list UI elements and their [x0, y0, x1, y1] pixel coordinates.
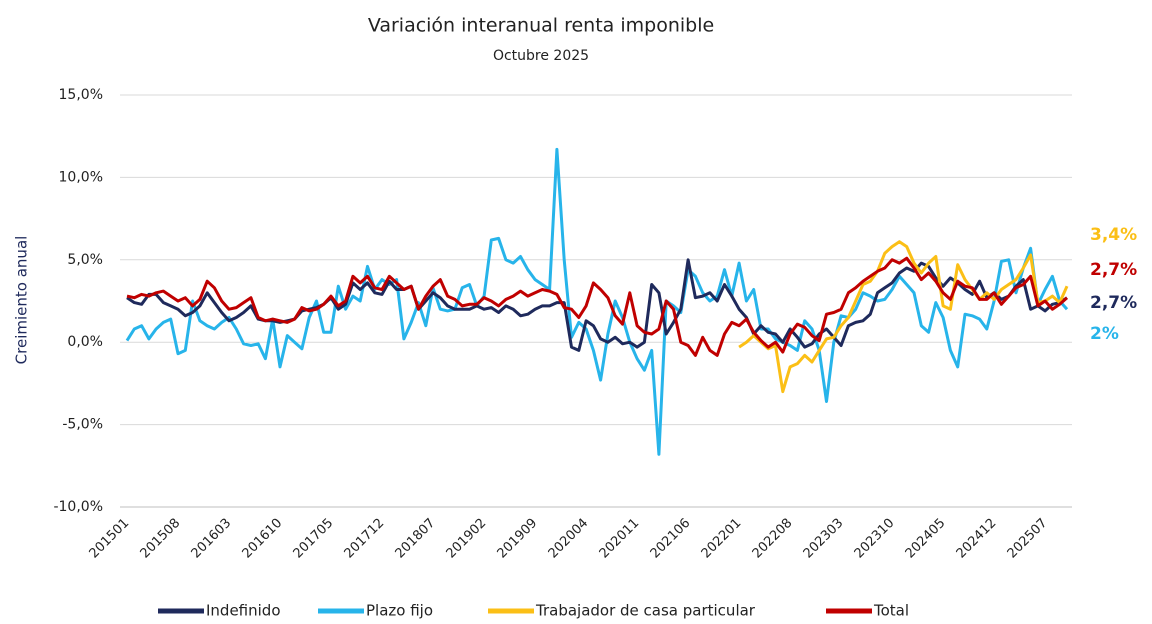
end-value-label: 2,7%	[1090, 260, 1137, 280]
x-tick-label: 201610	[240, 516, 286, 562]
series-line	[126, 256, 1069, 357]
x-tick-label: 202310	[852, 516, 898, 562]
legend-label: Total	[873, 602, 909, 620]
x-tick-label: 201712	[342, 516, 388, 562]
x-tick-label: 201705	[291, 516, 337, 562]
chart-subtitle: Octubre 2025	[493, 48, 589, 64]
end-value-label: 3,4%	[1090, 225, 1137, 245]
x-tick-label: 202106	[648, 516, 694, 562]
legend-label: Trabajador de casa particular	[535, 602, 756, 620]
x-tick-label: 202011	[597, 516, 643, 562]
x-tick-label: 202201	[699, 516, 745, 562]
x-tick-label: 201508	[138, 516, 184, 562]
x-tick-label: 202303	[801, 516, 847, 562]
x-tick-label: 201501	[87, 516, 133, 562]
x-tick-label: 202507	[1005, 516, 1051, 562]
y-tick-label: -5,0%	[62, 417, 103, 433]
x-tick-label: 202412	[954, 516, 1000, 562]
x-tick-label: 201902	[444, 516, 490, 562]
chart-title: Variación interanual renta imponible	[368, 15, 714, 37]
y-axis-title: Creimiento anual	[13, 236, 31, 365]
y-tick-label: 5,0%	[67, 252, 103, 268]
x-tick-label: 202004	[546, 516, 592, 562]
y-tick-label: 0,0%	[67, 334, 103, 350]
end-value-label: 2,7%	[1090, 293, 1137, 313]
y-tick-label: 15,0%	[59, 87, 103, 103]
legend-label: Plazo fijo	[366, 602, 433, 620]
x-tick-label: 201807	[393, 516, 439, 562]
y-tick-label: 10,0%	[59, 169, 103, 185]
x-tick-label: 201909	[495, 516, 541, 562]
series-line	[125, 147, 1069, 456]
y-tick-label: -10,0%	[53, 499, 103, 515]
series-line	[738, 240, 1069, 394]
legend-label: Indefinido	[206, 602, 281, 620]
x-tick-label: 202208	[750, 516, 796, 562]
x-tick-label: 201603	[189, 516, 235, 562]
end-value-label: 2%	[1090, 324, 1119, 344]
x-tick-label: 202405	[903, 516, 949, 562]
